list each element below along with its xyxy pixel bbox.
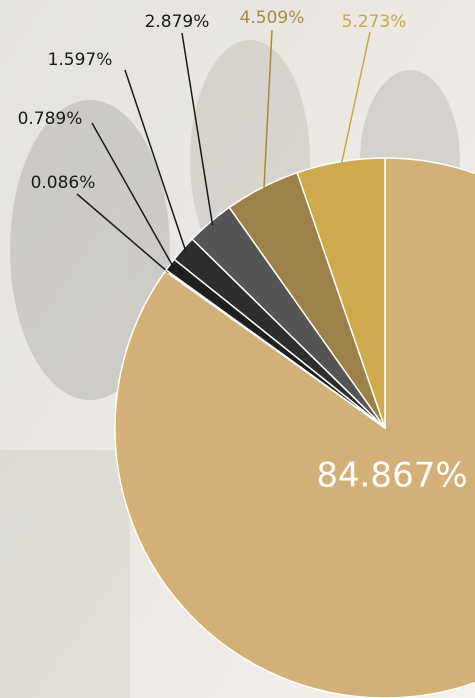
value-label: 0.086%: [31, 173, 96, 193]
value-label: 2.879%: [145, 12, 210, 32]
value-label: 4.509%: [240, 8, 305, 28]
value-label: 5.273%: [342, 12, 407, 32]
value-label: 84.867%: [316, 456, 467, 496]
value-label: 0.789%: [18, 109, 83, 129]
value-label: 1.597%: [48, 50, 113, 70]
chart: 84.867% 0.086% 0.789% 1.597% 2.879% 4.509% 5.2…: [0, 0, 475, 698]
